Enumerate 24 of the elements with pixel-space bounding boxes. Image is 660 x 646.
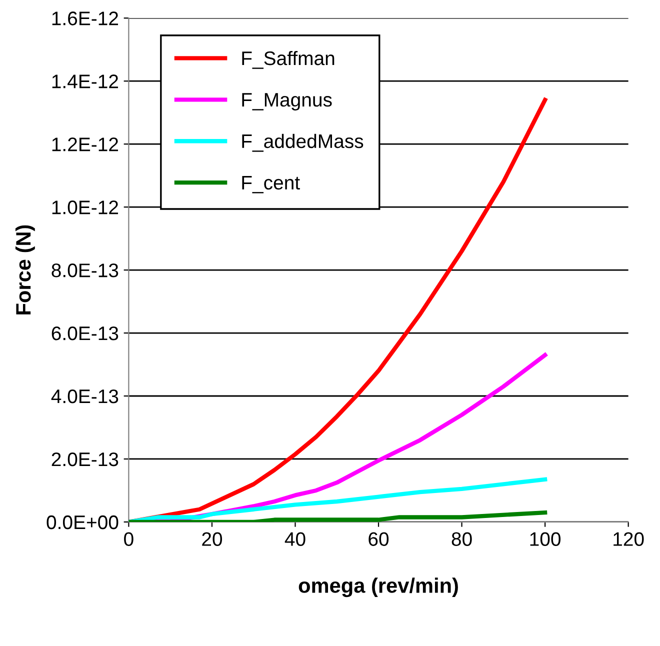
x-tick-label: 20 <box>202 532 222 546</box>
y-tick-label: 1.6E-12 <box>52 12 118 26</box>
y-tick-label: 4.0E-13 <box>51 389 118 404</box>
y-tick-label: 8.0E-13 <box>52 263 118 278</box>
y-tick-label: 1.2E-12 <box>52 138 118 152</box>
y-tick-label: 2.0E-13 <box>52 452 118 466</box>
x-tick-label: 120 <box>614 532 644 546</box>
y-tick-label: 6.0E-13 <box>52 326 118 340</box>
y-axis-title: Force (N) <box>15 225 35 314</box>
legend-label: F_cent <box>242 176 300 194</box>
x-tick-label: 0 <box>124 532 134 546</box>
y-tick-label: 1.0E-12 <box>52 200 118 214</box>
x-tick-label: 40 <box>284 532 306 546</box>
legend-label: F_Saffman <box>242 50 334 69</box>
line-series <box>128 510 548 522</box>
x-axis-title: omega (rev/min) <box>298 578 458 598</box>
line-series <box>128 477 548 522</box>
legend-label: F_addedMass <box>242 134 364 152</box>
y-tick-label: 0.0E+00 <box>46 515 118 530</box>
y-tick-label: 1.4E-12 <box>52 74 118 88</box>
x-tick-label: 60 <box>368 532 389 546</box>
x-tick-label: 100 <box>530 532 561 546</box>
legend-label: F_Magnus <box>242 93 332 111</box>
x-tick-label: 80 <box>452 532 472 546</box>
